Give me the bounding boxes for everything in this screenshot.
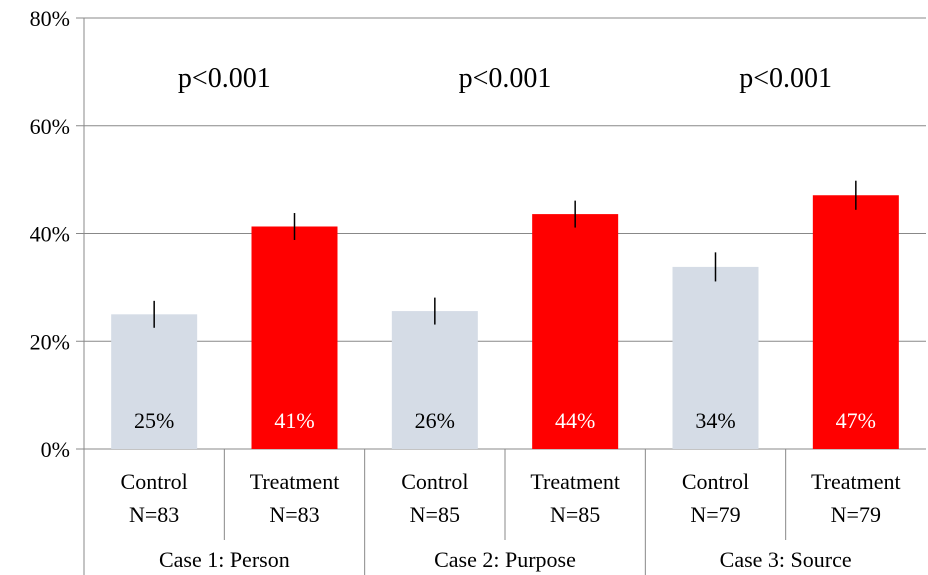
x-n-label: N=79 — [690, 502, 740, 527]
bar-treatment — [812, 195, 899, 449]
x-category-label: Control — [401, 469, 468, 494]
p-value-label: p<0.001 — [459, 63, 552, 94]
group-label: Case 1: Person — [159, 547, 290, 572]
x-n-label: N=83 — [129, 502, 179, 527]
y-tick-label: 80% — [30, 6, 70, 31]
bar-value-label: 25% — [134, 408, 174, 433]
x-n-label: N=79 — [831, 502, 881, 527]
x-n-label: N=85 — [410, 502, 460, 527]
bar-treatment — [251, 226, 338, 449]
x-n-label: N=85 — [550, 502, 600, 527]
bar-treatment — [532, 214, 619, 449]
group-label: Case 3: Source — [720, 547, 852, 572]
bar-value-label: 34% — [695, 408, 735, 433]
y-tick-label: 40% — [30, 222, 70, 247]
p-value-label: p<0.001 — [739, 63, 832, 94]
group-label: Case 2: Purpose — [434, 547, 576, 572]
bar-value-label: 41% — [274, 408, 314, 433]
bar-value-label: 44% — [555, 408, 595, 433]
bar-value-label: 47% — [836, 408, 876, 433]
y-tick-label: 0% — [41, 437, 70, 462]
x-category-label: Control — [121, 469, 188, 494]
y-tick-label: 60% — [30, 114, 70, 139]
x-category-label: Treatment — [811, 469, 901, 494]
bar-control — [391, 311, 478, 449]
bar-control — [111, 314, 198, 449]
x-n-label: N=83 — [269, 502, 319, 527]
x-category-label: Control — [682, 469, 749, 494]
x-category-label: Treatment — [530, 469, 620, 494]
x-category-label: Treatment — [250, 469, 340, 494]
y-tick-label: 20% — [30, 329, 70, 354]
bar-value-label: 26% — [415, 408, 455, 433]
p-value-label: p<0.001 — [178, 63, 271, 94]
bar-control — [672, 266, 759, 449]
